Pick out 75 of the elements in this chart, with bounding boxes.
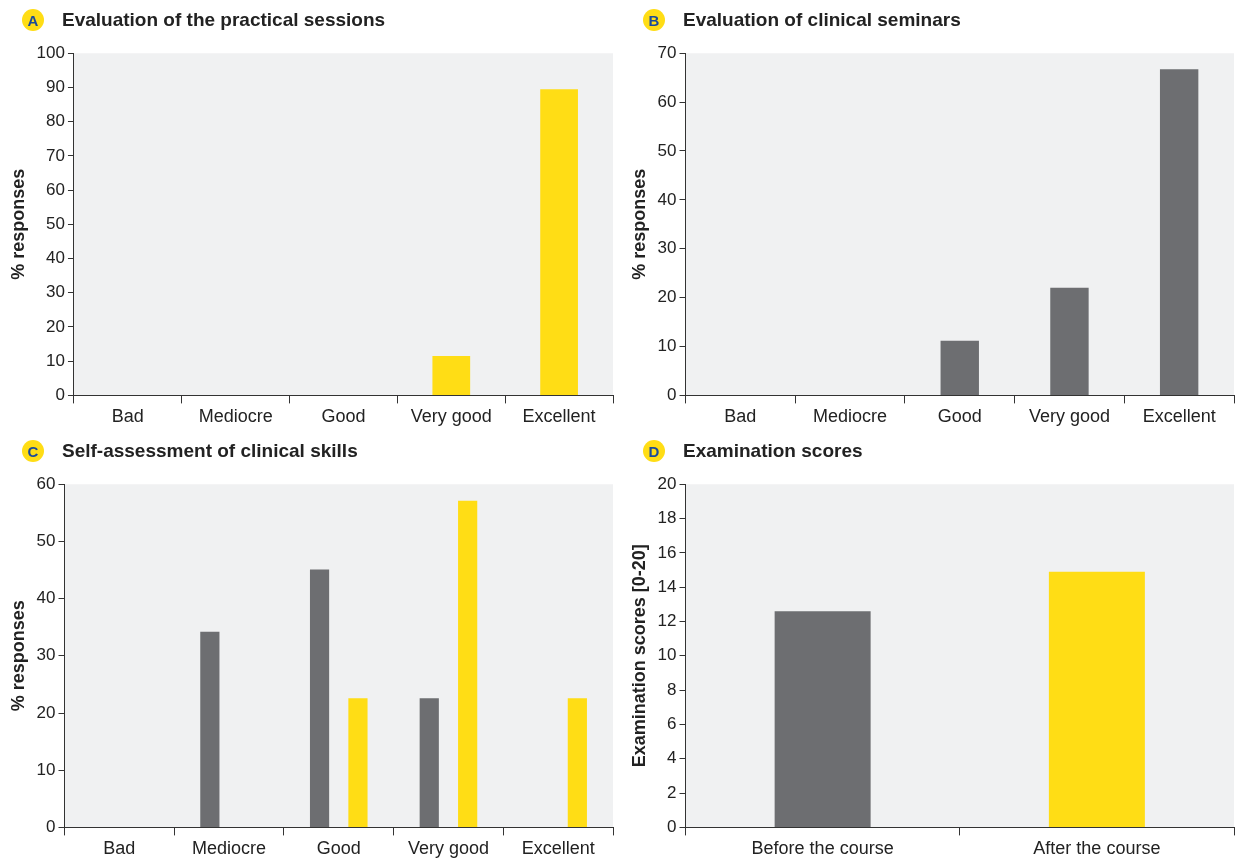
bar <box>567 698 587 827</box>
text: D <box>643 440 665 462</box>
y-tick-label: 60 <box>36 473 56 493</box>
x-tick-label: Mediocre <box>198 406 273 427</box>
y-tick-label: 30 <box>36 645 56 665</box>
y-tick-label: 16 <box>657 542 677 562</box>
y-axis-title: % responses <box>628 168 649 280</box>
y-tick-label: 20 <box>657 287 677 307</box>
y-axis-title: % responses <box>7 600 28 712</box>
y-tick-label: 90 <box>46 77 65 97</box>
y-tick-label: 30 <box>46 282 65 302</box>
bar <box>348 698 368 827</box>
x-tick-label: Very good <box>1028 406 1110 427</box>
x-tick-label: Excellent <box>522 406 596 427</box>
bar <box>1050 287 1089 395</box>
y-tick-label: 70 <box>46 145 65 165</box>
x-tick-label: Bad <box>111 406 144 427</box>
y-tick-label: 50 <box>46 213 65 233</box>
x-tick-label: Very good <box>410 406 492 427</box>
x-tick-label: Good <box>937 406 982 427</box>
y-tick-label: 8 <box>667 679 677 699</box>
y-tick-label: 14 <box>657 576 677 596</box>
x-tick-label: Mediocre <box>192 838 267 859</box>
y-tick-label: 80 <box>46 111 65 131</box>
x-tick-label: Bad <box>724 406 757 427</box>
chart-title: Examination scores <box>683 440 863 462</box>
y-tick-label: 70 <box>657 42 677 62</box>
y-tick-label: 2 <box>667 782 677 802</box>
y-tick-label: 6 <box>667 714 677 734</box>
text: C <box>22 440 44 462</box>
bar <box>940 340 979 395</box>
y-tick-label: 40 <box>46 248 65 268</box>
y-tick-label: 40 <box>36 588 56 608</box>
x-tick-label: Bad <box>103 838 136 859</box>
x-tick-label: After the course <box>1033 838 1161 859</box>
x-tick-label: Before the course <box>751 838 894 859</box>
x-tick-label: Very good <box>407 838 489 859</box>
y-tick-label: 50 <box>36 531 56 551</box>
bar <box>200 631 220 827</box>
bar <box>458 500 478 827</box>
y-tick-label: 0 <box>46 817 56 837</box>
y-tick-label: 60 <box>657 91 677 111</box>
text: B <box>643 9 665 31</box>
y-tick-label: 0 <box>667 817 677 837</box>
y-tick-label: 60 <box>46 179 65 199</box>
y-tick-label: 50 <box>657 140 677 160</box>
chart-title: Self-assessment of clinical skills <box>62 440 358 462</box>
bar <box>419 698 439 827</box>
x-tick-label: Mediocre <box>813 406 888 427</box>
y-tick-label: 10 <box>36 759 56 779</box>
y-tick-label: 4 <box>667 748 677 768</box>
y-axis-title: % responses <box>7 168 28 280</box>
y-tick-label: 20 <box>657 473 677 493</box>
x-tick-label: Excellent <box>521 838 595 859</box>
y-tick-label: 10 <box>657 645 677 665</box>
bar <box>309 569 330 827</box>
x-tick-label: Good <box>316 838 361 859</box>
y-tick-label: 10 <box>46 350 65 370</box>
y-tick-label: 100 <box>36 42 65 62</box>
y-tick-label: 20 <box>46 316 65 336</box>
y-tick-label: 0 <box>667 385 677 405</box>
y-tick-label: 20 <box>36 702 56 722</box>
x-tick-label: Good <box>321 406 366 427</box>
x-tick-label: Excellent <box>1142 406 1216 427</box>
y-axis-title: Examination scores [0-20] <box>628 544 649 768</box>
y-tick-label: 40 <box>657 189 677 209</box>
y-tick-label: 10 <box>657 336 677 356</box>
text: A <box>22 9 44 31</box>
chart-title: Evaluation of clinical seminars <box>683 9 961 31</box>
y-tick-label: 18 <box>657 508 677 528</box>
chart-title: Evaluation of the practical sessions <box>62 9 386 31</box>
y-tick-label: 12 <box>657 611 677 631</box>
bar <box>1159 69 1199 395</box>
y-tick-label: 30 <box>657 238 677 258</box>
y-tick-label: 0 <box>55 385 65 405</box>
